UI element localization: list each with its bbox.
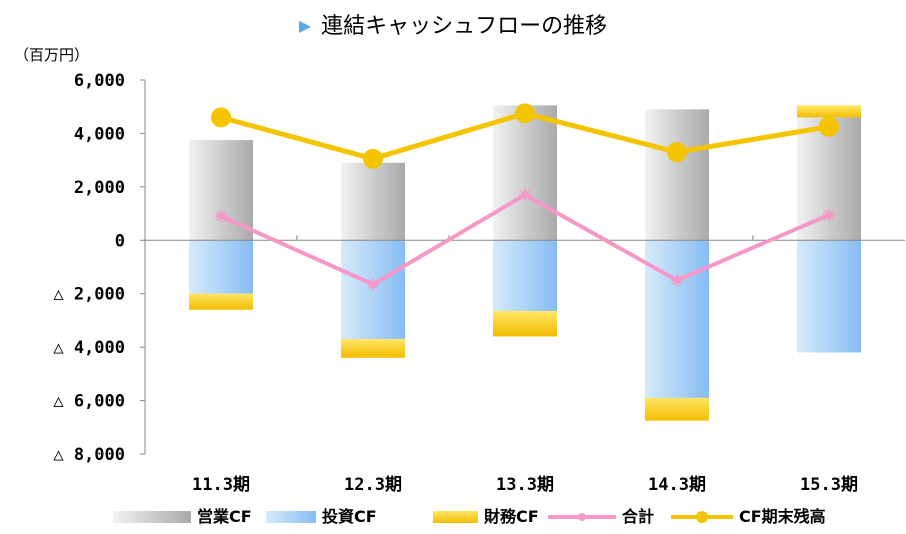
- legend-marker: [696, 511, 708, 523]
- legend-swatch: [433, 511, 478, 523]
- legend-label: 財務CF: [484, 507, 539, 526]
- legend-swatch: [113, 511, 191, 523]
- bar-投資CF-14.3期: [645, 240, 709, 398]
- marker-CF期末残高-14.3期: [667, 142, 687, 163]
- y-tick-label: 2,000: [74, 178, 125, 198]
- marker-CF期末残高-12.3期: [363, 148, 383, 169]
- legend-label: 営業CF: [197, 507, 252, 526]
- y-tick-label: △ 4,000: [53, 338, 125, 358]
- legend-item-営業CF: 営業CF: [113, 507, 252, 526]
- marker-合計-14.3期: [671, 274, 683, 287]
- y-tick-label: △ 6,000: [53, 392, 125, 412]
- chart-title: ▶ 連結キャッシュフローの推移: [0, 8, 906, 40]
- legend-item-財務CF: 財務CF: [433, 507, 539, 526]
- legend-label: 合計: [622, 507, 654, 526]
- x-tick-label: 11.3期: [192, 475, 250, 495]
- y-tick-label: 0: [115, 231, 125, 251]
- bar-財務CF-15.3期: [797, 105, 861, 118]
- bar-投資CF-15.3期: [797, 240, 861, 353]
- bar-営業CF-13.3期: [493, 105, 557, 241]
- bar-営業CF-12.3期: [341, 162, 405, 241]
- y-tick-label: 4,000: [74, 124, 125, 144]
- x-tick-label: 13.3期: [496, 475, 554, 495]
- x-tick-label: 15.3期: [800, 475, 858, 495]
- legend-item-CF期末残高: CF期末残高: [671, 507, 826, 526]
- marker-CF期末残高-15.3期: [819, 116, 839, 137]
- legend-item-合計: 合計: [548, 507, 654, 526]
- triangle-bullet-icon: ▶: [298, 16, 312, 35]
- marker-合計-15.3期: [823, 208, 835, 221]
- marker-合計-11.3期: [215, 210, 227, 223]
- marker-合計-13.3期: [519, 188, 531, 201]
- bar-財務CF-11.3期: [189, 293, 253, 310]
- bar-財務CF-12.3期: [341, 339, 405, 358]
- legend-swatch: [266, 511, 316, 523]
- y-tick-label: 6,000: [74, 71, 125, 91]
- y-tick-label: △ 8,000: [53, 445, 125, 465]
- bar-営業CF-14.3期: [645, 109, 709, 241]
- legend-label: 投資CF: [322, 507, 377, 526]
- bar-投資CF-11.3期: [189, 240, 253, 294]
- marker-合計-12.3期: [367, 278, 379, 291]
- chart-title-text: 連結キャッシュフローの推移: [321, 14, 608, 39]
- bar-投資CF-13.3期: [493, 240, 557, 312]
- unit-label: （百万円）: [14, 46, 90, 64]
- bar-営業CF-11.3期: [189, 140, 253, 241]
- x-tick-label: 12.3期: [344, 475, 402, 495]
- bar-財務CF-14.3期: [645, 397, 709, 421]
- x-tick-label: 14.3期: [648, 475, 706, 495]
- legend-label: CF期末残高: [739, 507, 826, 526]
- bar-財務CF-13.3期: [493, 311, 557, 337]
- marker-CF期末残高-13.3期: [515, 103, 535, 124]
- marker-CF期末残高-11.3期: [211, 107, 231, 128]
- legend-item-投資CF: 投資CF: [266, 507, 377, 526]
- y-tick-label: △ 2,000: [53, 285, 125, 305]
- legend-marker: [578, 513, 586, 521]
